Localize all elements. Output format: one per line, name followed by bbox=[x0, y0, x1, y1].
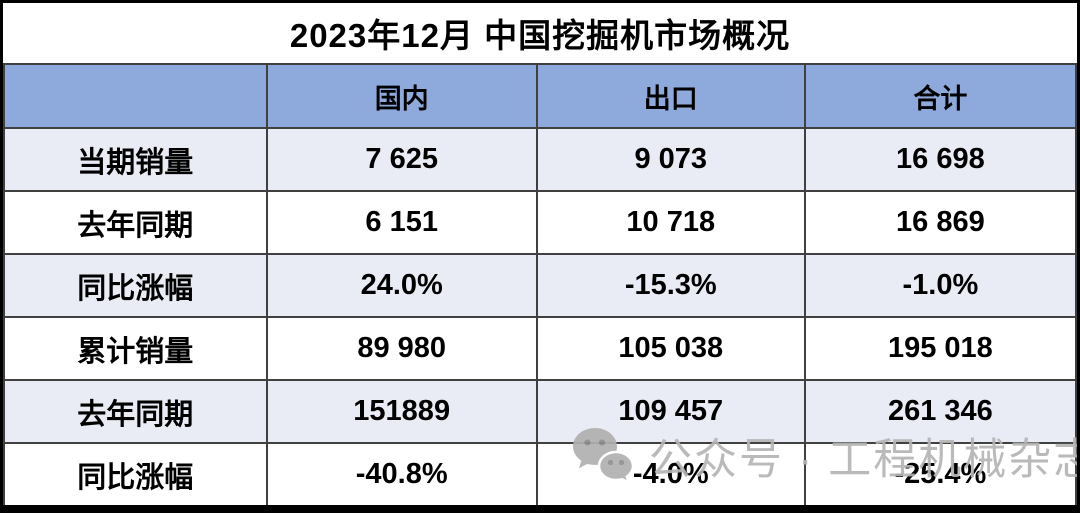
cell-value: 109 457 bbox=[535, 379, 806, 444]
column-header-total: 合计 bbox=[803, 63, 1077, 129]
row-label: 去年同期 bbox=[3, 379, 268, 444]
column-header-export: 出口 bbox=[535, 63, 806, 129]
row-label: 同比涨幅 bbox=[3, 253, 268, 318]
cell-value: -25.4% bbox=[803, 442, 1077, 505]
row-label: 当期销量 bbox=[3, 127, 268, 192]
cell-value: 16 698 bbox=[803, 127, 1077, 192]
table-row: 当期销量 7 625 9 073 16 698 bbox=[3, 127, 1077, 192]
row-label: 同比涨幅 bbox=[3, 442, 268, 505]
cell-value: 105 038 bbox=[535, 316, 806, 381]
cell-value: 151889 bbox=[265, 379, 538, 444]
table-row: 去年同期 6 151 10 718 16 869 bbox=[3, 190, 1077, 255]
cell-value: 261 346 bbox=[803, 379, 1077, 444]
market-table: 国内 出口 合计 当期销量 7 625 9 073 16 698 去年同期 6 … bbox=[3, 63, 1077, 505]
cell-value: 6 151 bbox=[265, 190, 538, 255]
cell-value: 9 073 bbox=[535, 127, 806, 192]
page-title: 2023年12月 中国挖掘机市场概况 bbox=[3, 3, 1077, 63]
table-row: 去年同期 151889 109 457 261 346 bbox=[3, 379, 1077, 444]
row-label: 去年同期 bbox=[3, 190, 268, 255]
table-row: 同比涨幅 -40.8% -4.0% -25.4% bbox=[3, 442, 1077, 505]
cell-value: 10 718 bbox=[535, 190, 806, 255]
cell-value: -1.0% bbox=[803, 253, 1077, 318]
cell-value: -40.8% bbox=[265, 442, 538, 505]
column-header-domestic: 国内 bbox=[265, 63, 538, 129]
cell-value: 24.0% bbox=[265, 253, 538, 318]
table-row: 累计销量 89 980 105 038 195 018 bbox=[3, 316, 1077, 381]
header-row: 国内 出口 合计 bbox=[3, 63, 1077, 129]
cell-value: 16 869 bbox=[803, 190, 1077, 255]
cell-value: 195 018 bbox=[803, 316, 1077, 381]
table-row: 同比涨幅 24.0% -15.3% -1.0% bbox=[3, 253, 1077, 318]
cell-value: 89 980 bbox=[265, 316, 538, 381]
column-header-corner bbox=[3, 63, 268, 129]
cell-value: -15.3% bbox=[535, 253, 806, 318]
cell-value: -4.0% bbox=[535, 442, 806, 505]
cell-value: 7 625 bbox=[265, 127, 538, 192]
row-label: 累计销量 bbox=[3, 316, 268, 381]
